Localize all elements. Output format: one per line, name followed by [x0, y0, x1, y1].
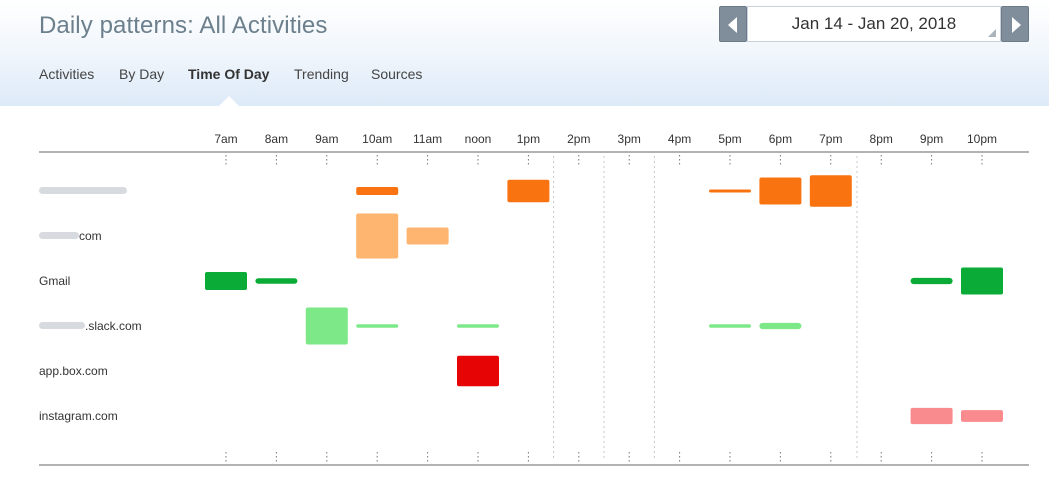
site-label: Gmail	[39, 274, 70, 288]
hour-label-6pm: 6pm	[769, 132, 792, 146]
hour-label-11am: 11am	[413, 132, 442, 146]
hour-label-2pm: 2pm	[567, 132, 590, 146]
activity-cell	[759, 177, 802, 205]
site-label: com	[79, 229, 102, 243]
hour-label-8pm: 8pm	[870, 132, 893, 146]
activity-cell	[305, 307, 348, 345]
hour-label-7am: 7am	[214, 132, 237, 146]
activity-cell	[961, 410, 1003, 422]
site-label: instagram.com	[39, 409, 118, 423]
date-range-value: Jan 14 - Jan 20, 2018	[791, 14, 957, 33]
tab-sources[interactable]: Sources	[371, 66, 423, 82]
hour-label-7pm: 7pm	[819, 132, 842, 146]
activity-cell	[709, 324, 751, 328]
blurred-site-label	[39, 187, 127, 194]
activity-cell	[910, 277, 953, 285]
hour-label-8am: 8am	[265, 132, 288, 146]
hour-label-5pm: 5pm	[718, 132, 741, 146]
activity-cell	[809, 175, 852, 207]
activity-cell	[356, 324, 399, 328]
activity-cell	[910, 407, 953, 425]
date-range-field[interactable]: Jan 14 - Jan 20, 2018	[747, 6, 1001, 42]
next-week-button[interactable]	[1001, 6, 1029, 42]
tab-activities[interactable]: Activities	[39, 66, 95, 82]
hour-label-1pm: 1pm	[517, 132, 540, 146]
activity-cell	[356, 213, 399, 259]
activity-cell	[255, 278, 298, 284]
previous-week-button[interactable]	[719, 6, 747, 42]
chevron-right-icon	[1012, 17, 1021, 33]
blurred-site-prefix	[39, 322, 85, 329]
hour-label-4pm: 4pm	[668, 132, 691, 146]
site-label: app.box.com	[39, 364, 108, 378]
date-range-picker: Jan 14 - Jan 20, 2018	[719, 6, 1029, 42]
hour-label-9pm: 9pm	[920, 132, 943, 146]
hour-label-9am: 9am	[315, 132, 338, 146]
page-title: Daily patterns: All Activities	[39, 12, 328, 39]
tab-time-of-day[interactable]: Time Of Day	[188, 66, 270, 82]
hour-label-10am: 10am	[362, 132, 392, 146]
tab-trending[interactable]: Trending	[294, 66, 349, 82]
activity-cell	[759, 322, 802, 330]
active-tab-pointer	[218, 96, 240, 107]
hour-label-3pm: 3pm	[618, 132, 641, 146]
chevron-left-icon	[728, 17, 737, 33]
site-label: .slack.com	[85, 319, 142, 333]
activity-cell	[709, 189, 751, 193]
activity-cell	[356, 186, 399, 196]
activity-cell	[406, 227, 449, 245]
hour-label-10pm: 10pm	[967, 132, 997, 146]
activity-cell	[507, 179, 550, 203]
page-header: Daily patterns: All Activities Activitie…	[0, 0, 1049, 107]
activity-cell	[457, 324, 499, 328]
activity-cell	[457, 355, 499, 387]
activity-cell	[961, 267, 1003, 295]
blurred-site-prefix	[39, 232, 79, 239]
tab-by-day[interactable]: By Day	[119, 66, 165, 82]
activity-cell	[205, 272, 247, 290]
resize-grip-icon	[988, 29, 996, 37]
hour-label-noon: noon	[465, 132, 492, 146]
